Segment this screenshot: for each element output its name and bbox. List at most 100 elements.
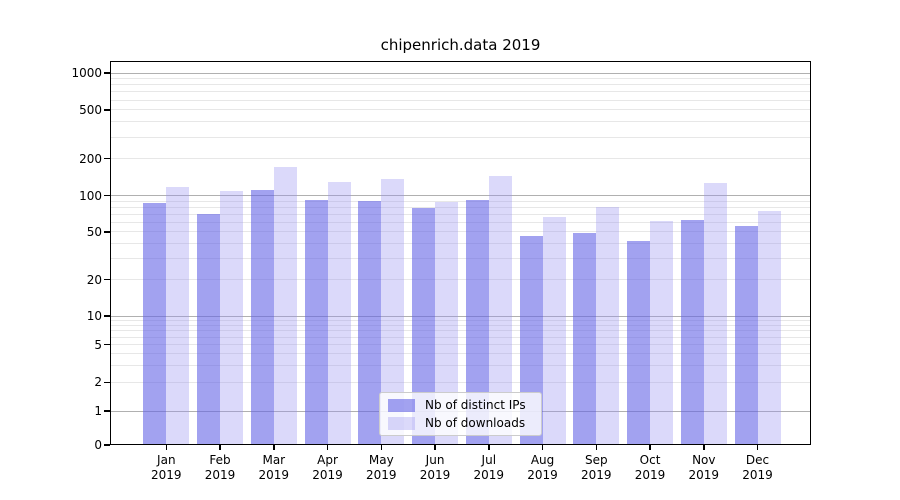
legend-swatch-distinct-ips <box>388 398 415 412</box>
minor-gridline <box>110 381 811 383</box>
minor-gridline <box>110 78 811 80</box>
minor-gridline <box>110 158 811 160</box>
legend-label-distinct-ips: Nb of distinct IPs <box>425 397 526 412</box>
major-gridline <box>110 72 811 74</box>
y-tick-mark <box>104 315 110 317</box>
legend-swatch-downloads <box>388 416 415 430</box>
bar-jun-downloads <box>435 202 459 445</box>
minor-gridline <box>110 353 811 355</box>
x-tick-label-jul: Jul 2019 <box>473 453 505 482</box>
y-tick-mark <box>104 444 110 446</box>
legend: Nb of distinct IPs Nb of downloads <box>379 392 542 436</box>
bar-apr-distinct-ips <box>304 199 328 445</box>
minor-gridline <box>110 279 811 281</box>
legend-item-downloads: Nb of downloads <box>388 415 533 430</box>
bar-feb-downloads <box>220 191 244 445</box>
bar-dec-distinct-ips <box>734 225 758 445</box>
x-tick-mark <box>326 445 329 450</box>
x-tick-label-dec: Dec 2019 <box>742 453 773 482</box>
legend-label-downloads: Nb of downloads <box>425 415 526 430</box>
x-tick-mark <box>273 445 275 450</box>
y-tick-mark <box>104 343 110 346</box>
bar-nov-distinct-ips <box>680 219 704 445</box>
x-tick-label-jun: Jun 2019 <box>419 453 451 482</box>
minor-gridline <box>110 206 811 208</box>
bar-jul-distinct-ips <box>465 199 489 445</box>
minor-gridline <box>110 242 811 244</box>
y-tick-label: 200 <box>79 151 102 166</box>
minor-gridline <box>110 330 811 332</box>
x-tick-label-nov: Nov 2019 <box>688 453 720 482</box>
y-tick-label: 1000 <box>71 66 102 80</box>
minor-gridline <box>110 99 811 101</box>
y-tick-label: 10 <box>86 309 102 323</box>
x-tick-mark <box>165 445 168 450</box>
major-gridline <box>110 195 811 196</box>
bar-may-distinct-ips <box>358 201 382 445</box>
x-tick-label-jan: Jan 2019 <box>151 453 182 482</box>
bar-nov-downloads <box>703 182 727 445</box>
bar-oct-downloads <box>650 220 674 445</box>
x-tick-mark <box>703 445 705 450</box>
y-tick-label: 2 <box>94 375 102 390</box>
bar-may-downloads <box>381 178 405 445</box>
minor-gridline <box>110 319 811 321</box>
y-tick-mark <box>104 109 110 111</box>
minor-gridline <box>110 336 811 338</box>
y-tick-mark <box>104 157 110 160</box>
x-tick-mark <box>756 445 759 450</box>
y-tick-label: 5 <box>94 337 102 352</box>
minor-gridline <box>110 258 811 259</box>
y-tick-mark <box>104 194 110 197</box>
x-tick-label-feb: Feb 2019 <box>204 453 236 482</box>
x-tick-mark <box>380 445 383 450</box>
chart-title: chipenrich.data 2019 <box>380 36 541 54</box>
legend-item-distinct-ips: Nb of distinct IPs <box>388 397 533 412</box>
x-tick-mark <box>434 445 436 450</box>
x-tick-label-sep: Sep 2019 <box>581 453 612 482</box>
minor-gridline <box>110 121 811 123</box>
bar-jun-distinct-ips <box>412 207 436 445</box>
bar-jul-downloads <box>488 176 512 445</box>
bar-jan-downloads <box>166 186 190 445</box>
y-tick-label: 20 <box>86 272 102 287</box>
y-tick-label: 0 <box>94 438 102 452</box>
x-tick-label-may: May 2019 <box>366 453 397 482</box>
x-tick-mark <box>488 445 490 450</box>
minor-gridline <box>110 109 811 111</box>
bar-sep-distinct-ips <box>573 232 597 445</box>
y-tick-mark <box>104 72 110 74</box>
bar-dec-downloads <box>757 210 781 445</box>
y-tick-mark <box>104 381 110 384</box>
y-tick-mark <box>104 231 110 233</box>
y-tick-label: 1 <box>94 404 102 418</box>
bar-mar-distinct-ips <box>250 190 274 445</box>
minor-gridline <box>110 213 811 215</box>
x-tick-label-aug: Aug 2019 <box>527 453 558 482</box>
minor-gridline <box>110 136 811 138</box>
bar-mar-downloads <box>273 167 297 445</box>
x-tick-mark <box>541 445 544 450</box>
y-tick-mark <box>104 410 110 412</box>
y-tick-label: 100 <box>79 188 102 203</box>
x-tick-label-oct: Oct 2019 <box>634 453 666 482</box>
y-tick-label: 500 <box>79 102 102 117</box>
x-tick-label-mar: Mar 2019 <box>258 453 290 482</box>
y-tick-label: 50 <box>86 224 102 239</box>
minor-gridline <box>110 84 811 86</box>
minor-gridline <box>110 365 811 367</box>
bar-jan-distinct-ips <box>143 203 167 445</box>
x-tick-mark <box>649 445 651 450</box>
x-tick-mark <box>219 445 221 450</box>
x-tick-mark <box>595 445 598 450</box>
x-tick-label-apr: Apr 2019 <box>312 453 343 482</box>
bar-oct-distinct-ips <box>627 240 651 445</box>
major-gridline <box>110 315 811 317</box>
bar-apr-downloads <box>327 182 351 445</box>
minor-gridline <box>110 221 811 223</box>
minor-gridline <box>110 231 811 233</box>
minor-gridline <box>110 91 811 93</box>
minor-gridline <box>110 344 811 346</box>
bar-sep-downloads <box>596 207 620 445</box>
